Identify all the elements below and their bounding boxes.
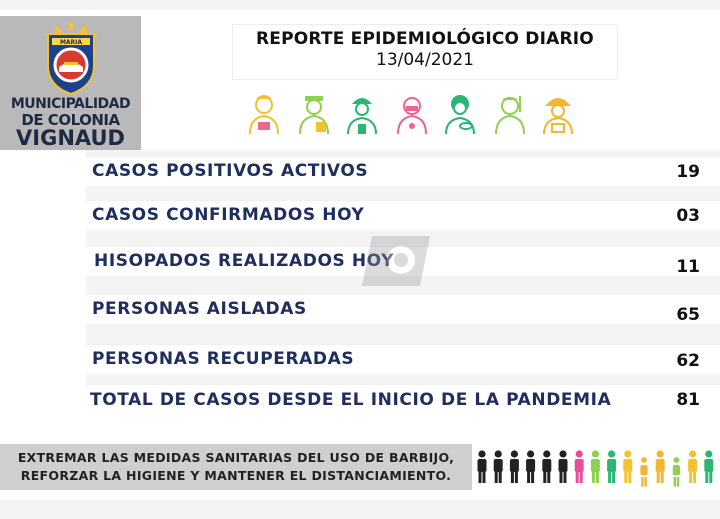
person-figure-icon (558, 450, 568, 483)
construction-worker-icon (347, 98, 377, 135)
cleaning-worker-icon (495, 96, 525, 135)
logo-banner-text: MARIA (60, 39, 82, 46)
military-worker-icon (299, 96, 329, 135)
coat-of-arms-icon: MARIA (44, 20, 98, 96)
person-figure-icon (704, 450, 714, 483)
report-title: REPORTE EPIDEMIOLÓGICO DIARIO (256, 29, 594, 49)
row-gap (86, 186, 720, 200)
logo-line-2: DE COLONIA (21, 111, 120, 129)
stat-label: PERSONAS RECUPERADAS (92, 349, 355, 369)
stat-value: 65 (676, 305, 700, 325)
delivery-worker-icon (445, 95, 475, 135)
stat-value: 62 (676, 351, 700, 371)
chef-worker-icon (249, 95, 279, 135)
person-figure-icon (655, 450, 665, 483)
logo-line-3: VIGNAUD (16, 126, 125, 150)
stat-value: 81 (676, 390, 700, 410)
row-gap (86, 276, 720, 294)
person-figure-icon (493, 450, 503, 483)
row-gap (86, 230, 720, 246)
person-figure-icon (607, 450, 617, 483)
stat-row-total-cases: TOTAL DE CASOS DESDE EL INICIO DE LA PAN… (86, 384, 720, 415)
person-figure-icon (672, 457, 680, 487)
person-figure-icon (623, 450, 633, 483)
stat-label: TOTAL DE CASOS DESDE EL INICIO DE LA PAN… (90, 390, 612, 410)
stat-row-swabs-today: HISOPADOS REALIZADOS HOY 11 (86, 246, 720, 277)
stat-row-active-cases: CASOS POSITIVOS ACTIVOS 19 (86, 156, 720, 187)
stat-value: 19 (676, 162, 700, 182)
person-figure-icon (542, 450, 552, 483)
municipality-logo: MARIA MUNICIPALIDAD DE COLONIA VIGNAUD (0, 16, 141, 150)
person-figure-icon (477, 450, 487, 483)
stat-label: CASOS CONFIRMADOS HOY (92, 205, 365, 225)
stat-label: CASOS POSITIVOS ACTIVOS (92, 161, 369, 181)
person-figure-icon (574, 450, 584, 483)
worker-icons-row (244, 92, 584, 136)
person-figure-icon (590, 450, 600, 483)
firefighter-worker-icon (543, 98, 573, 135)
prevention-line-2: REFORZAR LA HIGIENE Y MANTENER EL DISTAN… (20, 468, 452, 483)
stat-label: PERSONAS AISLADAS (92, 299, 307, 319)
nurse-worker-icon (397, 97, 427, 135)
report-date: 13/04/2021 (376, 50, 474, 70)
bottom-band (0, 500, 720, 519)
people-distancing-icon (477, 450, 714, 487)
stat-value: 03 (676, 206, 700, 226)
report-header: REPORTE EPIDEMIOLÓGICO DIARIO 13/04/2021 (232, 24, 618, 80)
row-gap (86, 374, 720, 384)
stat-label: HISOPADOS REALIZADOS HOY (94, 251, 395, 271)
stat-row-recovered: PERSONAS RECUPERADAS 62 (86, 344, 720, 375)
person-figure-icon (640, 457, 648, 487)
watermark-logo-icon (362, 236, 430, 286)
prevention-line-1: EXTREMAR LAS MEDIDAS SANITARIAS DEL USO … (17, 450, 455, 465)
row-gap (86, 150, 720, 158)
row-gap (86, 324, 720, 344)
top-band (0, 0, 720, 10)
person-figure-icon (688, 450, 698, 483)
prevention-message: EXTREMAR LAS MEDIDAS SANITARIAS DEL USO … (0, 444, 472, 490)
logo-line-1: MUNICIPALIDAD (10, 96, 131, 112)
stat-row-isolated: PERSONAS AISLADAS 65 (86, 294, 720, 325)
person-figure-icon (509, 450, 519, 483)
stat-row-confirmed-today: CASOS CONFIRMADOS HOY 03 (86, 200, 720, 231)
person-figure-icon (526, 450, 536, 483)
stat-value: 11 (676, 257, 700, 277)
